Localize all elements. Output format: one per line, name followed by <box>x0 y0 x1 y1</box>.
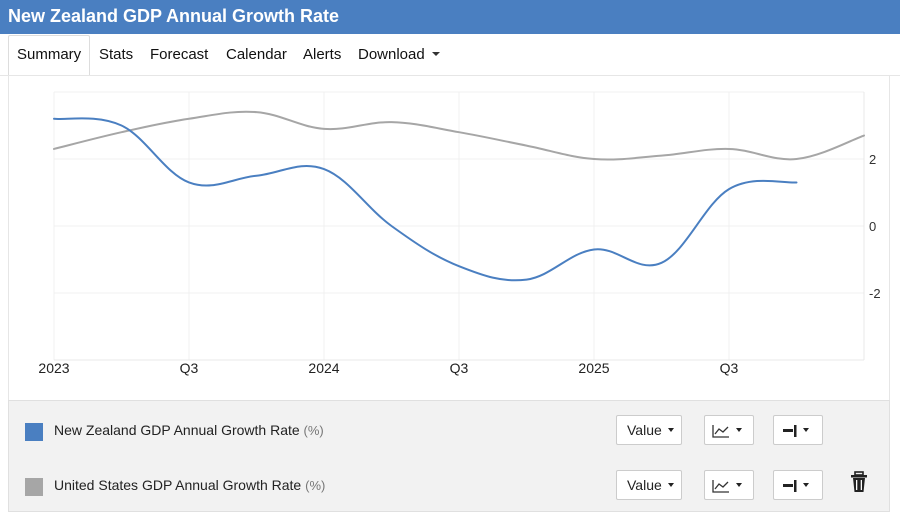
chevron-down-icon <box>667 483 674 488</box>
line-chart-icon <box>712 425 729 438</box>
tab-summary[interactable]: Summary <box>8 35 91 75</box>
value-dropdown[interactable]: Value <box>616 470 682 500</box>
chevron-down-icon <box>736 428 742 433</box>
tab-download[interactable]: Download <box>358 36 440 74</box>
legend-row-new-zealand: New Zealand GDP Annual Growth Rate (%) V… <box>9 411 889 451</box>
value-dropdown-label: Value <box>627 422 662 438</box>
axis-side-icon <box>783 480 797 493</box>
y-tick-label: 2 <box>869 152 876 167</box>
chevron-down-icon <box>736 483 742 488</box>
chart-type-dropdown[interactable] <box>704 415 754 445</box>
page-title: New Zealand GDP Annual Growth Rate <box>8 6 340 26</box>
x-tick-label: 2025 <box>578 360 609 376</box>
series-name: United States GDP Annual Growth Rate <box>54 477 302 493</box>
series-line-new-zealand <box>53 117 798 282</box>
y-tick-label: -2 <box>869 286 881 301</box>
tab-download-label: Download <box>358 46 425 63</box>
series-color-swatch[interactable] <box>25 478 43 496</box>
x-tick-label: Q3 <box>180 360 199 376</box>
line-chart-icon <box>712 480 729 493</box>
series-label: New Zealand GDP Annual Growth Rate (%) <box>54 422 324 438</box>
series-color-swatch[interactable] <box>25 423 43 441</box>
legend-panel: New Zealand GDP Annual Growth Rate (%) V… <box>8 400 890 512</box>
tab-calendar[interactable]: Calendar <box>226 46 287 63</box>
axis-side-icon <box>783 425 797 438</box>
chevron-down-icon <box>431 52 440 57</box>
axis-dropdown[interactable] <box>773 470 823 500</box>
title-bar: New Zealand GDP Annual Growth Rate <box>0 0 900 34</box>
value-dropdown-label: Value <box>627 477 662 493</box>
y-tick-label: 0 <box>869 219 876 234</box>
series-unit: (%) <box>303 423 324 438</box>
x-tick-label: Q3 <box>720 360 739 376</box>
tab-bar: Summary Stats Forecast Calendar Alerts D… <box>0 34 900 76</box>
series-label: United States GDP Annual Growth Rate (%) <box>54 477 325 493</box>
line-chart: 2 0 -2 2023 Q3 2024 Q3 2025 Q3 <box>38 91 881 376</box>
x-tick-label: Q3 <box>450 360 469 376</box>
tab-alerts[interactable]: Alerts <box>303 46 342 63</box>
chart-frame <box>8 76 890 400</box>
value-dropdown[interactable]: Value <box>616 415 682 445</box>
trash-icon[interactable] <box>849 470 869 496</box>
series-name: New Zealand GDP Annual Growth Rate <box>54 422 300 438</box>
series-unit: (%) <box>305 478 326 493</box>
chart-type-dropdown[interactable] <box>704 470 754 500</box>
chevron-down-icon <box>667 428 674 433</box>
series-line-united-states <box>53 110 865 161</box>
legend-row-united-states: United States GDP Annual Growth Rate (%)… <box>9 466 889 506</box>
axis-dropdown[interactable] <box>773 415 823 445</box>
tab-stats[interactable]: Stats <box>99 46 134 63</box>
chevron-down-icon <box>803 428 809 433</box>
chevron-down-icon <box>803 483 809 488</box>
x-tick-label: 2024 <box>308 360 339 376</box>
x-tick-label: 2023 <box>38 360 69 376</box>
tab-forecast[interactable]: Forecast <box>150 46 209 63</box>
